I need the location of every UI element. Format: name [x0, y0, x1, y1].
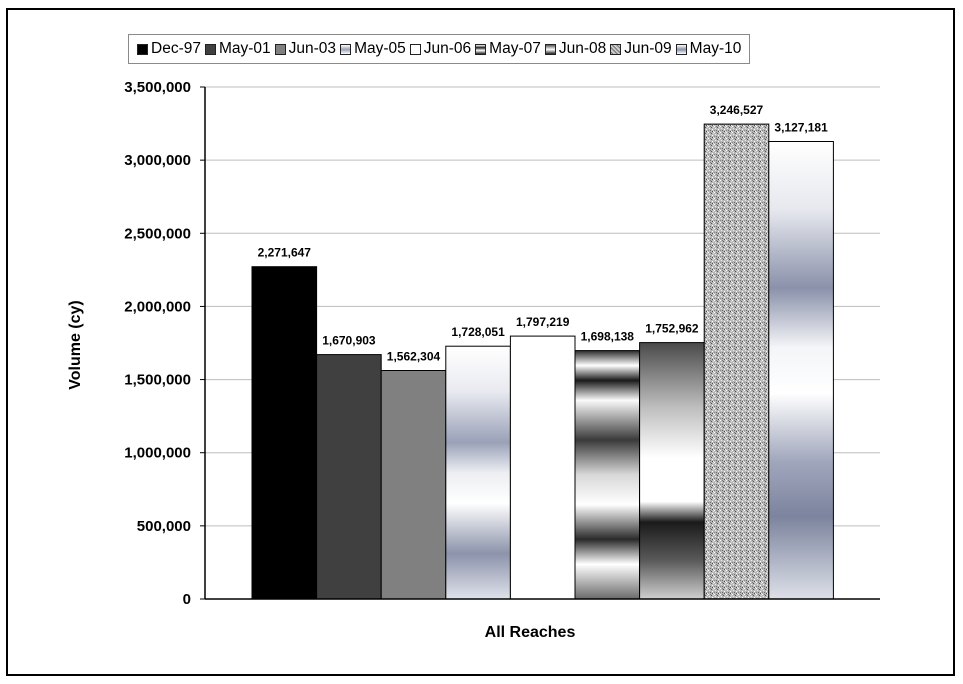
- legend-item-jun-08: Jun-08: [544, 40, 607, 58]
- bar-may-07: [574, 350, 641, 600]
- bar-may-05: [445, 345, 511, 600]
- legend-label: Jun-08: [558, 40, 607, 57]
- data-label-may-01: 1,670,903: [322, 334, 376, 348]
- bar-jun-03: [380, 370, 447, 600]
- y-tick-label: 3,000,000: [124, 152, 191, 169]
- legend-label: Jun-03: [288, 40, 337, 57]
- y-axis-title: Volume (cy): [67, 300, 84, 390]
- legend-label: Jun-09: [624, 40, 672, 57]
- legend-label: Dec-97: [151, 40, 201, 57]
- y-tick-label: 1,000,000: [124, 445, 191, 462]
- legend-item-may-01: May-01: [204, 40, 271, 58]
- data-label-may-07: 1,698,138: [581, 330, 635, 344]
- legend-item-jun-03: Jun-03: [274, 40, 337, 58]
- y-tick-label: 0: [183, 591, 191, 608]
- y-tick-label: 1,500,000: [124, 372, 191, 389]
- legend-swatch: [274, 43, 286, 55]
- data-label-jun-06: 1,797,219: [516, 315, 570, 329]
- legend-label: May-10: [689, 40, 742, 57]
- legend-item-may-10: May-10: [675, 40, 742, 58]
- legend-swatch: [544, 43, 556, 55]
- bar-jun-09: [703, 123, 770, 600]
- legend-swatch: [475, 43, 487, 55]
- data-label-jun-08: 1,752,962: [645, 322, 699, 336]
- y-tick-label: 2,000,000: [124, 298, 191, 315]
- legend-item-jun-06: Jun-06: [409, 40, 472, 58]
- y-tick-label: 2,500,000: [124, 225, 191, 242]
- x-axis-title: All Reaches: [485, 624, 576, 641]
- legend-swatch: [204, 43, 216, 55]
- data-label-jun-03: 1,562,304: [387, 350, 441, 364]
- legend-swatch: [340, 43, 352, 55]
- data-label-dec-97: 2,271,647: [258, 246, 312, 260]
- legend-label: May-01: [218, 40, 271, 57]
- y-tick-label: 3,500,000: [124, 79, 191, 96]
- legend-item-jun-09: Jun-09: [610, 40, 672, 58]
- bar-may-01: [316, 354, 382, 600]
- bar-may-10: [768, 141, 834, 600]
- legend-item-dec-97: Dec-97: [137, 40, 201, 58]
- legend-swatch: [675, 43, 687, 55]
- y-tick-label: 500,000: [137, 518, 191, 535]
- legend-label: May-07: [489, 40, 541, 57]
- bar-dec-97: [251, 266, 318, 600]
- data-label-may-05: 1,728,051: [451, 325, 505, 339]
- bar-jun-06: [509, 335, 576, 600]
- bar-jun-08: [639, 342, 705, 600]
- legend-swatch: [610, 43, 622, 55]
- legend-item-may-07: May-07: [475, 40, 541, 58]
- legend-swatch: [409, 43, 421, 55]
- legend-label: Jun-06: [423, 40, 472, 57]
- data-label-jun-09: 3,246,527: [710, 103, 764, 117]
- legend-item-may-05: May-05: [340, 40, 406, 58]
- legend-label: May-05: [354, 40, 406, 57]
- legend: Dec-97 May-01 Jun-03 May-05 Jun-06 May-07 Jun-…: [128, 34, 751, 64]
- data-label-may-10: 3,127,181: [774, 121, 828, 135]
- legend-swatch: [137, 43, 148, 55]
